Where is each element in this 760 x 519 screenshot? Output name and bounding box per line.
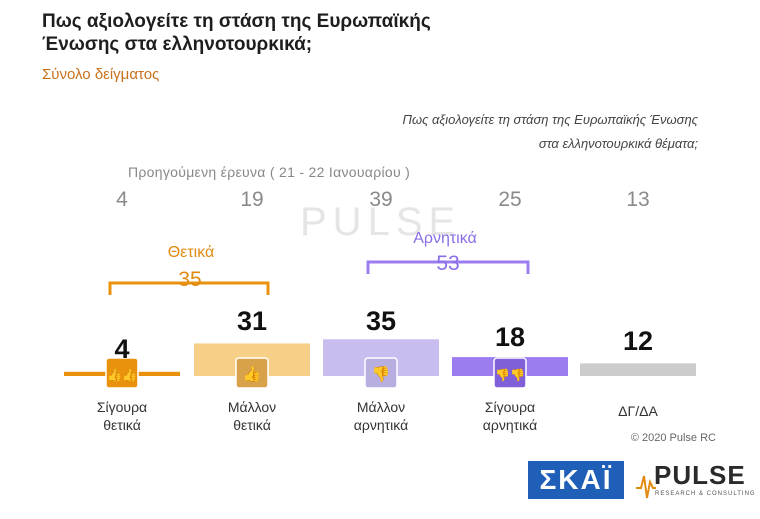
bar-value-label-4: 12 — [622, 326, 654, 356]
bar-value-label-1: 31 — [236, 306, 268, 336]
category-label-1: Μάλλον θετικά — [227, 399, 277, 433]
negative-group-label: Αρνητικά — [413, 230, 477, 247]
previous-survey-label: Προηγούμενη έρευνα ( 21 - 22 Ιανουαρίου … — [128, 164, 411, 180]
previous-value-1: 19 — [240, 188, 264, 211]
previous-value-3: 25 — [498, 188, 522, 211]
pulse-logo-wave-icon — [636, 475, 656, 499]
previous-value-4: 13 — [626, 188, 650, 211]
thumbs-down-icon-glyph: 👎 — [372, 365, 391, 383]
category-label-4: ΔΓ/ΔΑ — [618, 403, 658, 419]
previous-value-2: 39 — [369, 188, 393, 211]
category-label-0: Σίγουρα θετικά — [96, 399, 148, 433]
bar-value-label-3: 18 — [494, 322, 526, 352]
bar-4 — [580, 363, 696, 376]
category-label-2: Μάλλον αρνητικά — [353, 399, 409, 433]
thumbs-down-icon — [364, 357, 398, 389]
category-label-3: Σίγουρα αρνητικά — [482, 399, 538, 433]
pulse-watermark: PULSE — [300, 200, 462, 244]
thumbs-up-double-icon — [105, 357, 139, 389]
negative-group-total: 53 — [436, 252, 460, 275]
thumbs-up-double-icon-glyph: 👍👍 — [107, 368, 137, 382]
skai-logo: ΣΚΑΪ — [528, 461, 624, 499]
thumbs-up-icon — [235, 357, 269, 389]
copyright-note: © 2020 Pulse RC — [630, 432, 716, 444]
chart-title: Πως αξιολογείτε τη στάση της Ευρωπαϊκής … — [42, 11, 431, 55]
bar-value-label-0: 4 — [114, 334, 130, 364]
question-line-2: στα ελληνοτουρκικά θέματα; — [538, 136, 698, 151]
thumbs-up-icon-glyph: 👍 — [243, 365, 262, 383]
positive-group-total: 35 — [178, 268, 202, 291]
thumbs-down-double-icon — [493, 357, 527, 389]
question-line-1: Πως αξιολογείτε τη στάση της Ευρωπαϊκής … — [402, 112, 698, 127]
positive-group-label: Θετικά — [167, 244, 215, 261]
pulse-logo-tagline: RESEARCH & CONSULTING — [655, 491, 756, 497]
pulse-logo: PULSE — [654, 460, 746, 490]
bar-value-label-2: 35 — [365, 306, 397, 336]
negative-group-bracket — [366, 260, 530, 274]
previous-value-0: 4 — [116, 188, 128, 211]
chart-subtitle: Σύνολο δείγματος — [42, 66, 160, 83]
positive-group-bracket — [108, 281, 270, 295]
thumbs-down-double-icon-glyph: 👎👎 — [495, 368, 525, 382]
